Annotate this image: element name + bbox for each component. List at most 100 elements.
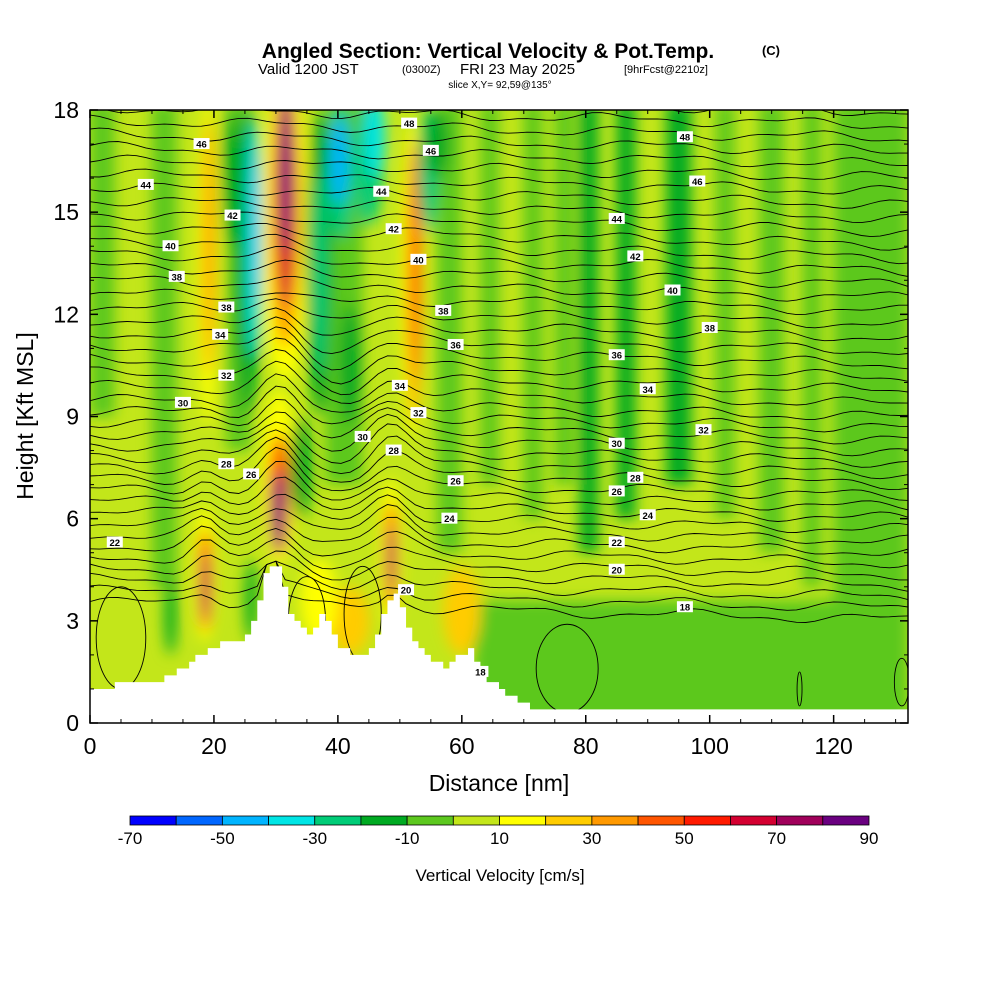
colorbar-swatch	[175, 815, 223, 826]
isentrope-label-bg	[639, 509, 656, 521]
isentrope-label-bg	[608, 349, 625, 361]
isentrope-line	[90, 373, 908, 420]
isentrope-label: 20	[398, 584, 415, 597]
isentrope-line	[90, 168, 908, 195]
colorbar-swatch	[268, 815, 316, 826]
isentrope-line	[90, 233, 908, 265]
isentrope-label-bg	[472, 665, 489, 677]
isentrope-label: 24	[441, 512, 458, 525]
colorbar-swatch	[452, 815, 500, 826]
updraft-region	[272, 470, 285, 553]
terrain-mask	[90, 566, 908, 723]
y-tick-label: 12	[53, 301, 79, 327]
downdraft-region	[164, 573, 177, 655]
y-tick-label: 9	[66, 404, 79, 430]
isentrope-label-text: 40	[165, 242, 176, 253]
field-band	[802, 110, 822, 587]
isentrope-label-bg	[627, 471, 644, 483]
colorbar-tick-label: 90	[860, 829, 879, 848]
isentrope-label: 22	[106, 536, 123, 549]
x-tick-label: 20	[201, 733, 227, 759]
isentrope-line	[90, 326, 908, 371]
isentrope-line	[90, 476, 908, 522]
valid-date: FRI 23 May 2025	[460, 61, 575, 78]
isentrope-label-bg	[212, 328, 229, 340]
isentrope-label: 38	[435, 304, 452, 317]
isentrope-line	[90, 360, 908, 406]
colorbar-swatch	[683, 815, 731, 826]
x-tick-label: 80	[573, 733, 599, 759]
isentrope-label-bg	[354, 430, 371, 442]
field-band	[480, 110, 499, 485]
isentrope-label-bg	[608, 437, 625, 449]
isentrope-label-bg	[385, 444, 402, 456]
downdraft-region	[253, 144, 262, 308]
isentrope-label-bg	[689, 175, 706, 187]
isentrope-label: 28	[218, 458, 235, 471]
isentrope-label-bg	[441, 512, 458, 524]
isentrope-label: 40	[410, 253, 427, 266]
valid-prefix: Valid 1200 JST	[258, 61, 359, 78]
field-band	[579, 110, 599, 553]
isentrope-label: 38	[218, 301, 235, 314]
colorbar-swatch	[314, 815, 362, 826]
isentrope-line	[90, 429, 908, 480]
y-tick-label: 18	[53, 97, 79, 123]
isentrope-label-bg	[218, 301, 235, 313]
isentrope-label-bg	[224, 209, 241, 221]
isentrope-loop	[893, 657, 908, 707]
updraft-region	[280, 110, 292, 254]
isentrope-label-text: 20	[611, 565, 622, 576]
isentrope-label: 48	[401, 117, 418, 130]
isentrope-line	[90, 182, 908, 209]
isentrope-label-text: 42	[227, 211, 238, 222]
y-tick-label: 6	[66, 506, 79, 532]
isentrope-label-bg	[695, 424, 712, 436]
isentrope-label-text: 48	[680, 133, 691, 144]
isentrope-label: 38	[701, 321, 718, 334]
isentrope-label-text: 36	[450, 340, 461, 351]
isentrope-label-text: 36	[611, 351, 622, 362]
isentrope-label-text: 44	[140, 180, 151, 191]
isentrope-line	[90, 398, 908, 445]
colorbar-tick-label: -10	[395, 829, 420, 848]
isentrope-label-bg	[410, 253, 427, 265]
colorbar: -70 -50 -30 -10 10 30 50 70 90	[118, 815, 879, 848]
isentrope-line	[90, 560, 908, 601]
colorbar-swatch	[637, 815, 685, 826]
isentrope-label-text: 46	[692, 177, 703, 188]
colorbar-tick-label: -30	[302, 829, 327, 848]
isentrope-labels: 48 48 46 46 46 44 44 44 42 42 42 40 40 40 38 38 38 38 36 36…	[106, 117, 718, 678]
slice-info: slice X,Y= 92,59@135°	[448, 80, 551, 91]
isentrope-label-bg	[447, 475, 464, 487]
isentrope-label-text: 22	[109, 538, 120, 549]
isentrope-label-text: 20	[401, 586, 412, 597]
isentrope-label: 42	[224, 209, 241, 222]
isentrope-label: 34	[391, 379, 408, 392]
colorbar-tick-label: -70	[118, 829, 143, 848]
isentrope-label: 32	[218, 369, 235, 382]
isentrope-label: 28	[627, 471, 644, 484]
isentrope-line	[90, 197, 908, 224]
isentrope-label-text: 42	[630, 252, 641, 263]
isentrope-label-bg	[391, 379, 408, 391]
isentrope-line	[90, 421, 908, 468]
isentrope-label: 18	[472, 665, 489, 678]
isentrope-line	[90, 127, 908, 155]
isentrope-label: 46	[689, 175, 706, 188]
isentrope-label: 28	[385, 444, 402, 457]
isentrope-label-text: 26	[611, 487, 622, 498]
isentrope-label: 18	[676, 601, 693, 614]
valid-zulu: (0300Z)	[402, 64, 441, 76]
isentrope-label: 48	[676, 131, 693, 144]
x-tick-label: 40	[325, 733, 351, 759]
colorbar-swatch	[360, 815, 408, 826]
isentrope-label-text: 40	[413, 255, 424, 266]
isentrope-label-text: 28	[221, 460, 232, 471]
forecast-info: [9hrFcst@2210z]	[624, 64, 708, 76]
isentrope-label-text: 38	[221, 303, 232, 314]
colorbar-tick-label: 30	[582, 829, 601, 848]
updraft-region	[387, 525, 395, 594]
isentrope-label: 32	[410, 407, 427, 420]
